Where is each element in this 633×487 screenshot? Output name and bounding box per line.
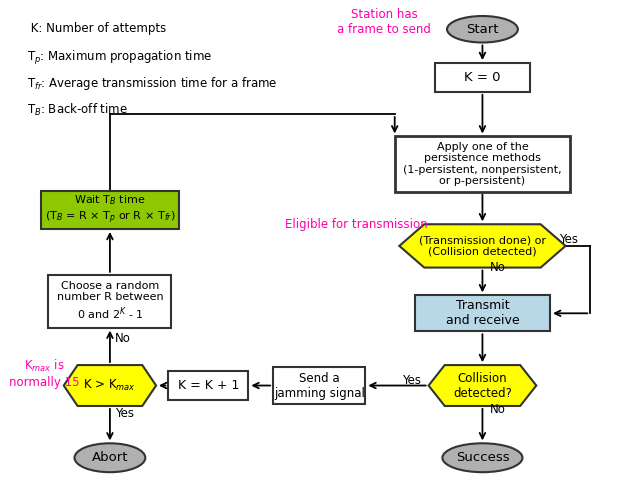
Ellipse shape [75, 443, 146, 472]
Text: Eligible for transmission: Eligible for transmission [285, 218, 427, 231]
FancyBboxPatch shape [48, 275, 172, 328]
Text: No: No [490, 261, 506, 274]
Text: Station has
a frame to send: Station has a frame to send [337, 8, 431, 36]
FancyBboxPatch shape [415, 295, 550, 331]
FancyBboxPatch shape [395, 136, 570, 192]
Text: (Transmission done) or
(Collision detected): (Transmission done) or (Collision detect… [419, 235, 546, 257]
Text: K = K + 1: K = K + 1 [178, 379, 239, 392]
Text: K: Number of attempts: K: Number of attempts [27, 22, 166, 35]
Text: Success: Success [456, 451, 510, 464]
Text: K = 0: K = 0 [464, 71, 501, 84]
Ellipse shape [442, 443, 522, 472]
Text: K$_{max}$ is
normally 15: K$_{max}$ is normally 15 [9, 358, 79, 389]
Text: Wait T$_B$ time
(T$_B$ = R × T$_p$ or R × T$_{fr}$): Wait T$_B$ time (T$_B$ = R × T$_p$ or R … [44, 194, 175, 226]
FancyBboxPatch shape [41, 190, 179, 229]
Ellipse shape [447, 16, 518, 42]
Text: Apply one of the
persistence methods
(1-persistent, nonpersistent,
or p-persiste: Apply one of the persistence methods (1-… [403, 142, 561, 187]
FancyBboxPatch shape [273, 368, 365, 404]
Text: Choose a random
number R between
0 and 2$^K$ - 1: Choose a random number R between 0 and 2… [56, 281, 163, 322]
Text: Yes: Yes [560, 233, 579, 246]
Polygon shape [429, 365, 536, 406]
Text: No: No [115, 332, 131, 345]
Text: Start: Start [466, 23, 499, 36]
Text: No: No [490, 403, 506, 416]
Text: T$_B$: Back-off time: T$_B$: Back-off time [27, 101, 128, 117]
Text: Send a
jamming signal: Send a jamming signal [274, 372, 365, 399]
Polygon shape [399, 224, 565, 267]
FancyBboxPatch shape [435, 63, 530, 92]
Text: Yes: Yes [402, 374, 421, 387]
Text: Collision
detected?: Collision detected? [453, 372, 512, 399]
Text: Yes: Yes [115, 407, 134, 420]
Text: Transmit
and receive: Transmit and receive [446, 300, 519, 327]
Text: T$_p$: Maximum propagation time: T$_p$: Maximum propagation time [27, 49, 212, 67]
Text: Abort: Abort [92, 451, 128, 464]
Text: T$_{fr}$: Average transmission time for a frame: T$_{fr}$: Average transmission time for … [27, 75, 277, 92]
Text: K > K$_{max}$: K > K$_{max}$ [84, 378, 136, 393]
FancyBboxPatch shape [168, 371, 249, 400]
Polygon shape [64, 365, 156, 406]
